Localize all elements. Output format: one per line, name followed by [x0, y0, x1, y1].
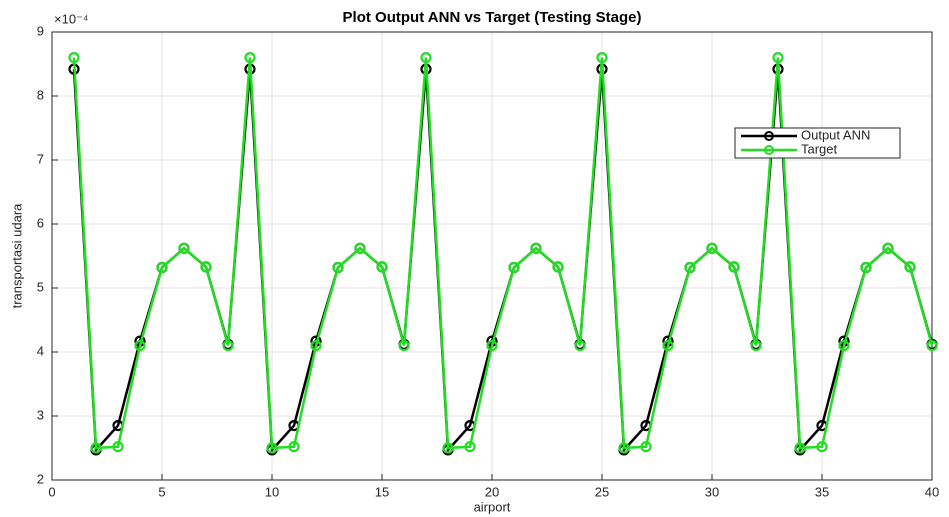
data-point: [904, 261, 916, 273]
data-point: [596, 51, 608, 64]
data-point: [398, 340, 410, 352]
x-tick-label: 30: [705, 484, 719, 499]
data-point: [860, 261, 872, 274]
data-point: [640, 441, 652, 453]
data-point: [200, 261, 212, 273]
x-tick-label: 40: [925, 484, 939, 499]
data-point: [728, 261, 740, 273]
y-axis-label: transportasi udara: [9, 203, 24, 309]
data-point: [288, 441, 300, 453]
data-point: [882, 242, 894, 254]
data-point: [552, 261, 564, 273]
data-point: [486, 340, 498, 352]
y-tick-label: 5: [37, 279, 44, 294]
legend-label: Target: [801, 141, 838, 156]
x-axis-label: airport: [474, 499, 511, 514]
data-point: [68, 51, 80, 64]
y-tick-label: 3: [37, 407, 44, 422]
data-point: [772, 51, 784, 64]
data-point: [222, 340, 234, 352]
data-point: [156, 261, 168, 274]
data-point: [178, 242, 190, 254]
data-point: [574, 340, 586, 352]
data-point: [354, 242, 366, 254]
data-point: [332, 261, 344, 274]
data-point: [794, 442, 806, 454]
data-point: [618, 442, 630, 454]
data-point: [420, 51, 432, 64]
x-tick-label: 20: [485, 484, 499, 499]
y-tick-label: 7: [37, 151, 44, 166]
data-point: [266, 442, 278, 454]
data-point: [112, 441, 124, 453]
x-tick-label: 0: [48, 484, 55, 499]
data-point: [442, 442, 454, 454]
data-point: [750, 340, 762, 352]
legend-label: Output ANN: [801, 127, 870, 142]
y-exponent-label: ×10⁻⁴: [54, 11, 89, 26]
data-point: [530, 242, 542, 254]
data-point: [464, 441, 476, 453]
x-tick-label: 25: [595, 484, 609, 499]
data-point: [662, 340, 674, 352]
x-tick-label: 35: [815, 484, 829, 499]
data-point: [244, 51, 256, 64]
x-tick-label: 5: [158, 484, 165, 499]
legend-box: [734, 127, 901, 159]
y-tick-label: 2: [37, 471, 44, 486]
plot-frame: [51, 31, 933, 481]
data-point: [816, 441, 828, 453]
y-tick-label: 9: [37, 23, 44, 38]
data-point: [926, 340, 938, 352]
data-point: [310, 340, 322, 352]
data-point: [838, 340, 850, 352]
y-tick-label: 4: [37, 343, 44, 358]
x-tick-label: 10: [265, 484, 279, 499]
series-line: [72, 57, 934, 450]
x-tick-label: 15: [375, 484, 389, 499]
data-point: [376, 261, 388, 273]
data-point: [508, 261, 520, 274]
data-point: [90, 442, 102, 454]
data-point: [134, 340, 146, 352]
y-tick-label: 8: [37, 87, 44, 102]
data-point: [706, 242, 718, 254]
data-point: [684, 261, 696, 274]
legend-marker: [764, 131, 774, 141]
chart-title: Plot Output ANN vs Target (Testing Stage…: [343, 9, 642, 26]
y-tick-label: 6: [37, 215, 44, 230]
legend-marker: [764, 145, 774, 155]
